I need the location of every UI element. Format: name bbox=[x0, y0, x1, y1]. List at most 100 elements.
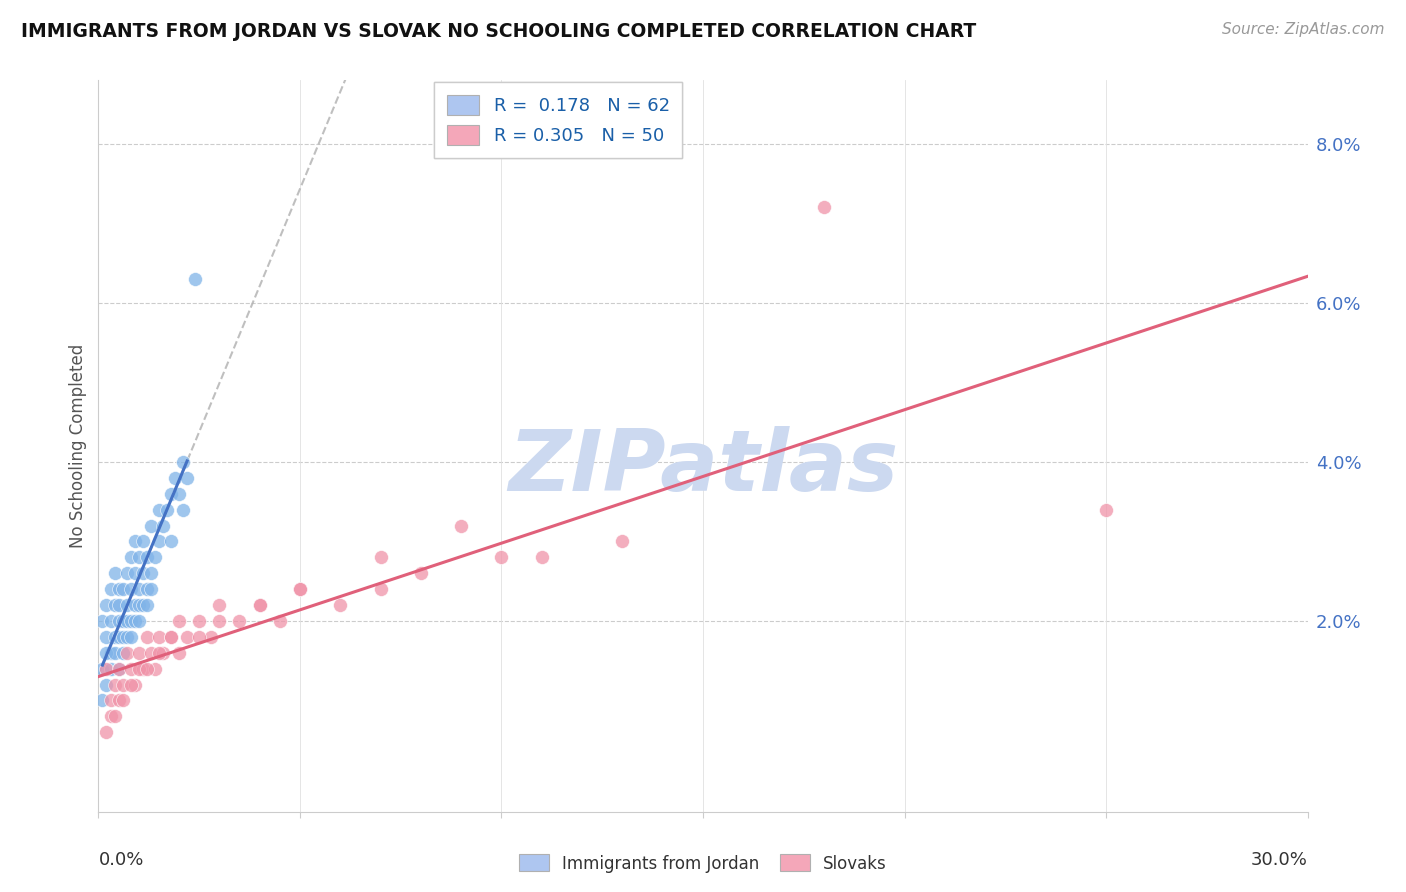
Point bbox=[148, 646, 170, 660]
Point bbox=[103, 598, 125, 612]
Point bbox=[124, 534, 146, 549]
Text: ZIPatlas: ZIPatlas bbox=[508, 426, 898, 509]
Text: 0.0%: 0.0% bbox=[98, 851, 143, 869]
Point bbox=[124, 598, 146, 612]
Point bbox=[96, 725, 118, 739]
Point bbox=[148, 534, 170, 549]
Point bbox=[148, 502, 170, 516]
Text: 30.0%: 30.0% bbox=[1251, 851, 1308, 869]
Point bbox=[156, 502, 179, 516]
Point bbox=[135, 598, 157, 612]
Point bbox=[132, 598, 155, 612]
Point bbox=[100, 709, 122, 723]
Point bbox=[491, 550, 513, 565]
Point bbox=[120, 550, 142, 565]
Point bbox=[115, 614, 138, 628]
Point bbox=[103, 709, 125, 723]
Point bbox=[128, 662, 150, 676]
Point bbox=[107, 662, 129, 676]
Point bbox=[111, 677, 134, 691]
Point bbox=[96, 662, 118, 676]
Point bbox=[200, 630, 222, 644]
Point bbox=[249, 598, 271, 612]
Point bbox=[160, 630, 183, 644]
Point bbox=[100, 662, 122, 676]
Point bbox=[228, 614, 250, 628]
Point bbox=[152, 646, 174, 660]
Point bbox=[208, 598, 231, 612]
Point bbox=[148, 630, 170, 644]
Point bbox=[107, 582, 129, 596]
Point bbox=[167, 486, 190, 500]
Point bbox=[111, 646, 134, 660]
Legend: Immigrants from Jordan, Slovaks: Immigrants from Jordan, Slovaks bbox=[513, 847, 893, 880]
Point bbox=[120, 677, 142, 691]
Point bbox=[120, 630, 142, 644]
Point bbox=[100, 582, 122, 596]
Point bbox=[160, 486, 183, 500]
Point bbox=[115, 630, 138, 644]
Point bbox=[103, 677, 125, 691]
Point bbox=[132, 662, 155, 676]
Point bbox=[115, 646, 138, 660]
Point bbox=[107, 630, 129, 644]
Point bbox=[530, 550, 553, 565]
Point bbox=[91, 614, 114, 628]
Point bbox=[128, 598, 150, 612]
Point bbox=[176, 630, 198, 644]
Text: IMMIGRANTS FROM JORDAN VS SLOVAK NO SCHOOLING COMPLETED CORRELATION CHART: IMMIGRANTS FROM JORDAN VS SLOVAK NO SCHO… bbox=[21, 22, 976, 41]
Point bbox=[120, 662, 142, 676]
Point bbox=[288, 582, 311, 596]
Point bbox=[100, 693, 122, 707]
Point bbox=[163, 471, 186, 485]
Point bbox=[103, 630, 125, 644]
Point bbox=[96, 677, 118, 691]
Point bbox=[107, 614, 129, 628]
Point bbox=[135, 550, 157, 565]
Point bbox=[115, 598, 138, 612]
Point bbox=[139, 566, 162, 581]
Point bbox=[288, 582, 311, 596]
Point bbox=[111, 630, 134, 644]
Point bbox=[160, 534, 183, 549]
Point bbox=[96, 646, 118, 660]
Point bbox=[96, 598, 118, 612]
Point bbox=[100, 646, 122, 660]
Point bbox=[172, 502, 194, 516]
Point bbox=[111, 614, 134, 628]
Point bbox=[167, 614, 190, 628]
Point bbox=[188, 630, 211, 644]
Point bbox=[160, 630, 183, 644]
Point bbox=[269, 614, 291, 628]
Point bbox=[124, 677, 146, 691]
Point bbox=[139, 518, 162, 533]
Point bbox=[107, 598, 129, 612]
Point bbox=[107, 693, 129, 707]
Point bbox=[152, 518, 174, 533]
Point bbox=[329, 598, 352, 612]
Point bbox=[249, 598, 271, 612]
Point bbox=[103, 566, 125, 581]
Point bbox=[176, 471, 198, 485]
Point bbox=[167, 646, 190, 660]
Point bbox=[409, 566, 432, 581]
Point bbox=[111, 582, 134, 596]
Point bbox=[128, 582, 150, 596]
Point bbox=[188, 614, 211, 628]
Text: Source: ZipAtlas.com: Source: ZipAtlas.com bbox=[1222, 22, 1385, 37]
Point bbox=[103, 646, 125, 660]
Point bbox=[107, 662, 129, 676]
Point bbox=[132, 566, 155, 581]
Point bbox=[100, 614, 122, 628]
Legend: R =  0.178   N = 62, R = 0.305   N = 50: R = 0.178 N = 62, R = 0.305 N = 50 bbox=[434, 82, 682, 158]
Point bbox=[120, 614, 142, 628]
Point bbox=[128, 646, 150, 660]
Y-axis label: No Schooling Completed: No Schooling Completed bbox=[69, 344, 87, 548]
Point bbox=[124, 614, 146, 628]
Point bbox=[184, 272, 207, 286]
Point bbox=[135, 662, 157, 676]
Point bbox=[135, 582, 157, 596]
Point bbox=[139, 646, 162, 660]
Point bbox=[124, 566, 146, 581]
Point bbox=[132, 534, 155, 549]
